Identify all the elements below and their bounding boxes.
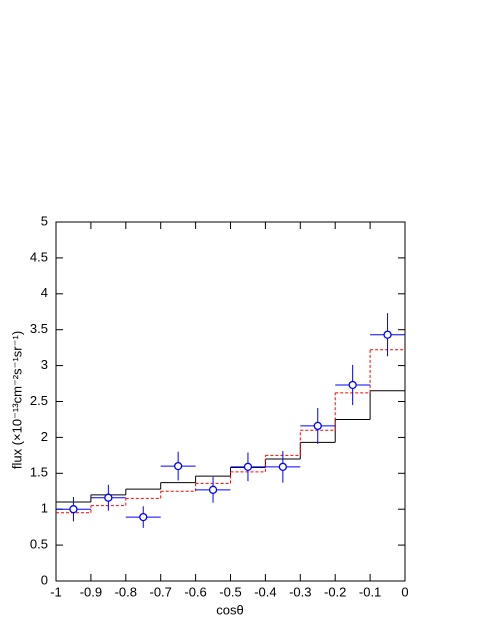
y-axis-label: flux (×10⁻¹³cm⁻²s⁻¹sr⁻¹) bbox=[9, 331, 24, 469]
x-tick-label: 0 bbox=[401, 584, 408, 599]
y-tick-label: 4.5 bbox=[30, 249, 48, 264]
x-tick-label: -0.1 bbox=[359, 584, 381, 599]
x-tick-label: -0.2 bbox=[324, 584, 346, 599]
data-point bbox=[243, 462, 253, 471]
x-tick-label: -1 bbox=[50, 584, 62, 599]
x-tick-label: -0.4 bbox=[254, 584, 276, 599]
y-tick-label: 0.5 bbox=[30, 537, 48, 552]
y-tick-label: 2.5 bbox=[30, 393, 48, 408]
y-tick-label: 1 bbox=[41, 501, 48, 516]
data-point bbox=[278, 462, 288, 471]
y-tick-label: 0 bbox=[41, 572, 48, 587]
data-point bbox=[208, 485, 218, 494]
y-tick-label: 2 bbox=[41, 429, 48, 444]
x-tick-label: -0.8 bbox=[115, 584, 137, 599]
y-tick-label: 4 bbox=[41, 285, 48, 300]
data-point bbox=[139, 512, 148, 522]
x-tick-label: -0.3 bbox=[289, 584, 311, 599]
data-point bbox=[69, 505, 78, 514]
y-tick-label: 5 bbox=[41, 213, 48, 228]
y-tick-label: 3.5 bbox=[30, 321, 48, 336]
x-axis-label: cosθ bbox=[216, 602, 243, 617]
y-tick-label: 3 bbox=[41, 357, 48, 372]
x-tick-label: -0.6 bbox=[184, 584, 206, 599]
data-point bbox=[173, 461, 183, 471]
data-point bbox=[348, 380, 357, 390]
x-tick-label: -0.7 bbox=[149, 584, 171, 599]
data-point bbox=[313, 421, 322, 431]
data-point bbox=[383, 330, 392, 339]
y-tick-label: 1.5 bbox=[30, 465, 48, 480]
data-point bbox=[104, 493, 113, 502]
x-tick-label: -0.5 bbox=[219, 584, 241, 599]
x-tick-label: -0.9 bbox=[80, 584, 102, 599]
